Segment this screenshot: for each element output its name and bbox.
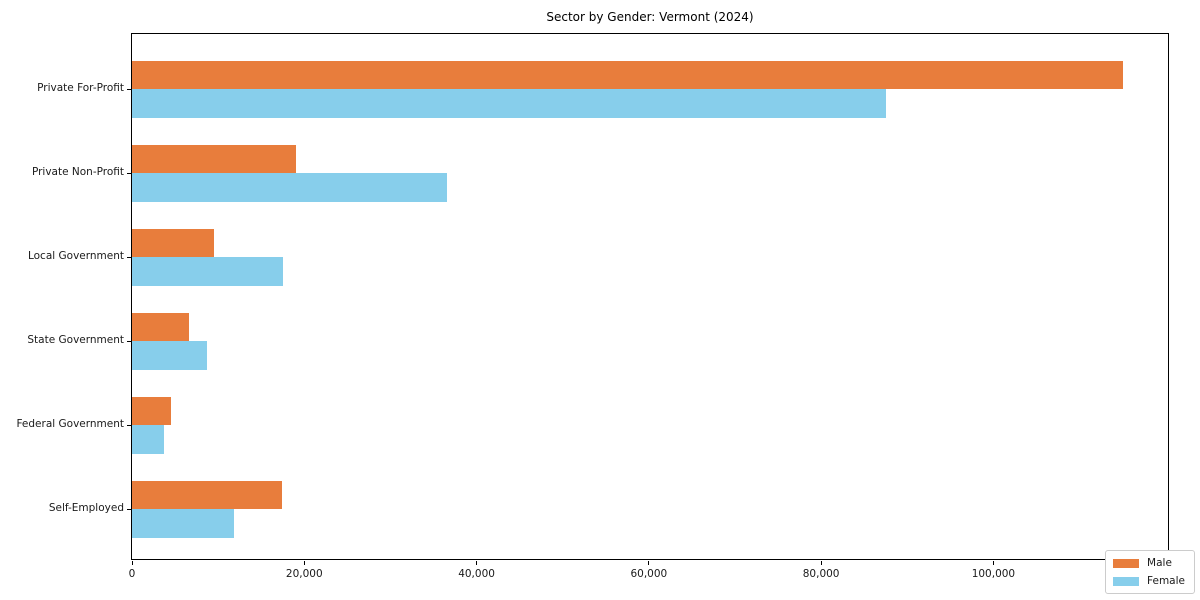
- x-tick-label: 100,000: [971, 568, 1016, 580]
- chart-title: Sector by Gender: Vermont (2024): [546, 10, 754, 24]
- x-tick: [992, 561, 994, 565]
- legend-entry-male: Male: [1113, 557, 1185, 569]
- y-tick: [127, 508, 131, 510]
- y-tick: [127, 256, 131, 258]
- bar-female-federal-government: [132, 425, 165, 454]
- bar-male-state-government: [132, 312, 189, 341]
- male-color-swatch: [1113, 558, 1140, 568]
- bar-female-private-for-profit: [132, 89, 886, 118]
- x-tick-label: 40,000: [458, 568, 495, 580]
- bar-male-local-government: [132, 228, 214, 257]
- legend-label-male: Male: [1147, 557, 1172, 569]
- x-tick: [303, 561, 305, 565]
- y-tick-label: Private For-Profit: [37, 82, 124, 94]
- x-tick-label: 20,000: [285, 568, 323, 580]
- bar-female-private-non-profit: [132, 173, 448, 202]
- female-color-swatch: [1113, 576, 1140, 586]
- y-tick: [127, 172, 131, 174]
- y-tick-label: Federal Government: [16, 418, 124, 430]
- x-tick: [476, 561, 478, 565]
- y-tick: [127, 424, 131, 426]
- x-tick: [131, 561, 133, 565]
- plot-area: Private For-Profit Private Non-Profit Loca…: [16, 33, 1187, 580]
- y-tick: [127, 340, 131, 342]
- y-tick-label: Local Government: [27, 250, 124, 262]
- bar-male-federal-government: [132, 396, 171, 425]
- legend: Male Female: [1105, 550, 1195, 594]
- bar-male-private-non-profit: [132, 144, 296, 173]
- y-tick-label: State Government: [27, 334, 124, 346]
- bar-female-self-employed: [132, 509, 234, 538]
- y-tick-label: Self-Employed: [48, 502, 124, 514]
- bar-male-self-employed: [132, 480, 282, 509]
- x-tick-label: 80,000: [802, 568, 840, 580]
- legend-entry-female: Female: [1113, 575, 1185, 587]
- y-tick: [127, 88, 131, 90]
- bar-male-private-for-profit: [132, 60, 1123, 89]
- bar-female-state-government: [132, 341, 207, 370]
- x-tick: [820, 561, 822, 565]
- bar-female-local-government: [132, 257, 283, 286]
- legend-label-female: Female: [1147, 575, 1185, 587]
- x-tick-label: 60,000: [630, 568, 668, 580]
- x-tick: [648, 561, 650, 565]
- x-tick-label: 0: [128, 568, 136, 580]
- y-tick-label: Private Non-Profit: [31, 166, 124, 178]
